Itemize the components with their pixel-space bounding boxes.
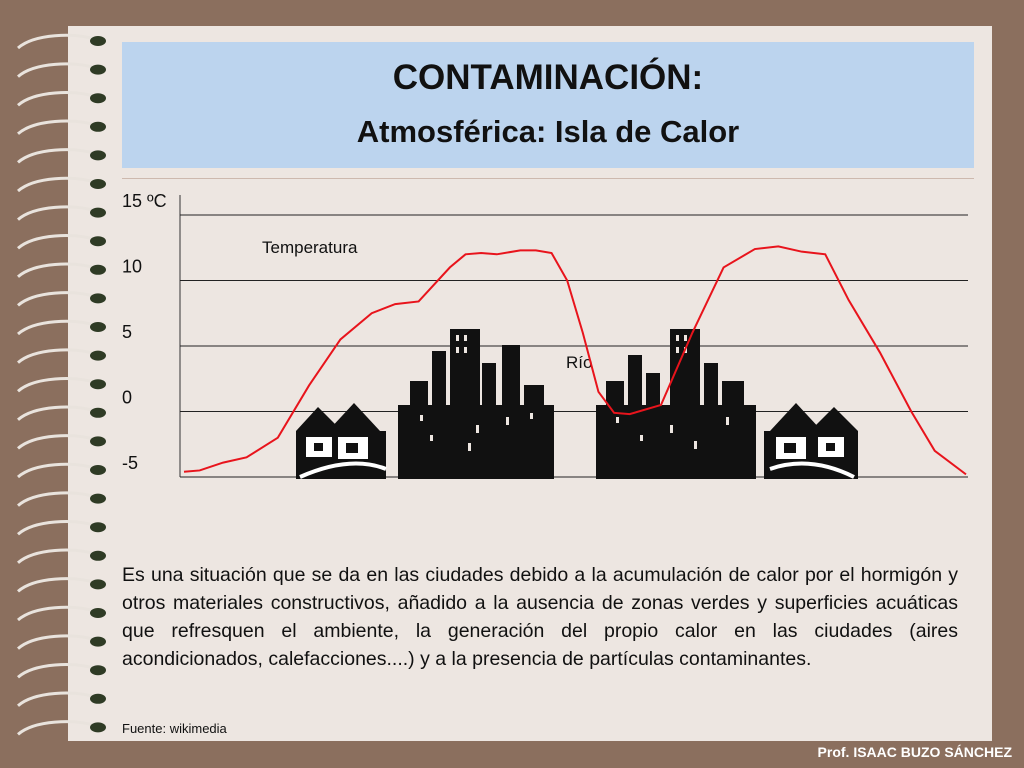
spiral-coil — [17, 33, 99, 50]
description-paragraph: Es una situación que se da en las ciudad… — [122, 564, 958, 670]
spiral-binding-icon — [17, 33, 106, 736]
spiral-hole — [90, 493, 106, 504]
spiral-hole — [90, 350, 106, 361]
spiral-coil — [17, 605, 99, 622]
spiral-coil — [17, 119, 99, 135]
spiral-coil — [17, 319, 99, 336]
y-tick-label: 5 — [122, 322, 132, 342]
spiral-coil — [17, 491, 99, 507]
heat-island-chart: 15 ºC 10 5 0 -5 — [122, 191, 968, 479]
spiral-coil — [17, 462, 99, 479]
slide-subtitle: Atmosférica: Isla de Calor — [356, 114, 740, 149]
spiral-coil — [17, 62, 99, 78]
spiral-hole — [90, 436, 106, 447]
spiral-coil — [17, 377, 99, 393]
spiral-coil — [17, 262, 99, 278]
spiral-hole — [90, 407, 106, 418]
spiral-coil — [17, 577, 99, 593]
title-box: CONTAMINACIÓN: Atmosférica: Isla de Calo… — [122, 42, 974, 168]
spiral-hole — [90, 693, 106, 704]
spiral-hole — [90, 64, 106, 75]
city-buildings-left-icon — [398, 329, 554, 479]
spiral-hole — [90, 264, 106, 275]
spiral-hole — [90, 608, 106, 618]
spiral-hole — [90, 121, 106, 132]
title-divider — [122, 178, 974, 179]
spiral-hole — [90, 579, 106, 590]
spiral-coil — [17, 405, 99, 421]
y-tick-label: 15 ºC — [122, 191, 167, 211]
y-tick-label: 0 — [122, 388, 132, 408]
spiral-hole — [90, 293, 106, 304]
spiral-hole — [90, 179, 106, 189]
city-buildings-right-icon — [596, 329, 756, 479]
spiral-coil — [17, 520, 99, 536]
spiral-hole — [90, 722, 106, 733]
spiral-coil — [17, 148, 99, 164]
spiral-coil — [17, 234, 99, 250]
spiral-coil — [17, 663, 99, 679]
spiral-hole — [90, 379, 106, 390]
houses-left-icon — [296, 403, 387, 479]
slide-title: CONTAMINACIÓN: — [392, 58, 704, 97]
spiral-coil — [17, 691, 99, 707]
spiral-coil — [17, 434, 99, 450]
spiral-coil — [17, 720, 99, 736]
spiral-coil — [17, 91, 99, 107]
spiral-hole — [90, 550, 106, 561]
spiral-hole — [90, 322, 106, 332]
spiral-coil — [17, 291, 99, 307]
spiral-hole — [90, 150, 106, 161]
houses-right-icon — [764, 403, 858, 479]
spiral-hole — [90, 522, 106, 533]
spiral-hole — [90, 665, 106, 676]
spiral-hole — [90, 93, 106, 104]
spiral-hole — [90, 236, 106, 247]
river-label: Río — [566, 353, 592, 372]
spiral-hole — [90, 636, 106, 647]
author-credit: Prof. ISAAC BUZO SÁNCHEZ — [817, 744, 1012, 760]
spiral-hole — [90, 465, 106, 475]
spiral-coil — [17, 634, 99, 650]
spiral-coil — [17, 205, 99, 221]
y-tick-label: -5 — [122, 453, 138, 473]
spiral-coil — [17, 176, 99, 193]
y-tick-label: 10 — [122, 257, 142, 277]
spiral-coil — [17, 348, 99, 364]
spiral-coil — [17, 548, 99, 564]
spiral-hole — [90, 36, 106, 46]
source-note: Fuente: wikimedia — [122, 721, 227, 736]
series-label: Temperatura — [262, 238, 358, 257]
temperature-series-line — [183, 245, 967, 476]
spiral-hole — [90, 207, 106, 218]
